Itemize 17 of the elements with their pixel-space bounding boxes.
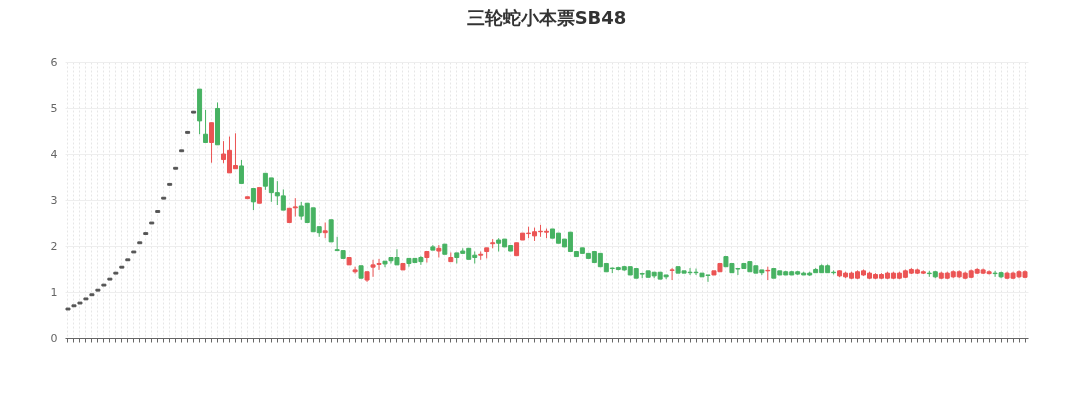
candlestick bbox=[424, 251, 430, 264]
y-tick-label: 5 bbox=[50, 101, 58, 115]
y-tick-label: 6 bbox=[50, 55, 58, 69]
y-tick-label: 2 bbox=[50, 239, 58, 253]
y-tick-label: 0 bbox=[50, 331, 58, 345]
y-tick-label: 1 bbox=[50, 285, 58, 299]
candlestick bbox=[292, 197, 298, 218]
y-tick-label: 3 bbox=[50, 193, 58, 207]
candlestick bbox=[209, 122, 215, 164]
candlestick bbox=[352, 266, 358, 275]
candlestick bbox=[203, 109, 209, 143]
chart-title: 三轮蛇小本票SB48 bbox=[466, 7, 627, 28]
y-tick-label: 4 bbox=[50, 147, 58, 161]
candlestick bbox=[250, 188, 256, 211]
candlestick bbox=[238, 159, 244, 184]
candlestick bbox=[669, 267, 675, 281]
candlestick bbox=[328, 219, 334, 243]
